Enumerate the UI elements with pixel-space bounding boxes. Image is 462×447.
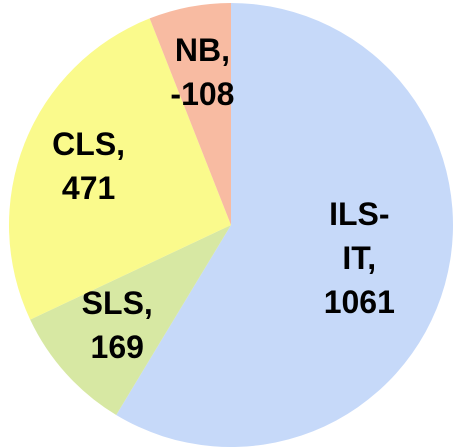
- pie-slice: [30, 225, 231, 416]
- data-label: CLS,: [52, 126, 125, 162]
- pie-slice: [8, 18, 232, 320]
- pie-slice: [149, 3, 231, 225]
- data-label: ILS-: [329, 196, 389, 232]
- pie-slice: [116, 3, 453, 447]
- data-label: 471: [62, 170, 115, 206]
- data-label: -108: [170, 76, 234, 112]
- data-label: NB,: [175, 32, 230, 68]
- data-label: 169: [91, 329, 144, 365]
- data-label: IT,: [342, 240, 376, 276]
- data-label: 1061: [324, 284, 395, 320]
- data-label: SLS,: [82, 285, 153, 321]
